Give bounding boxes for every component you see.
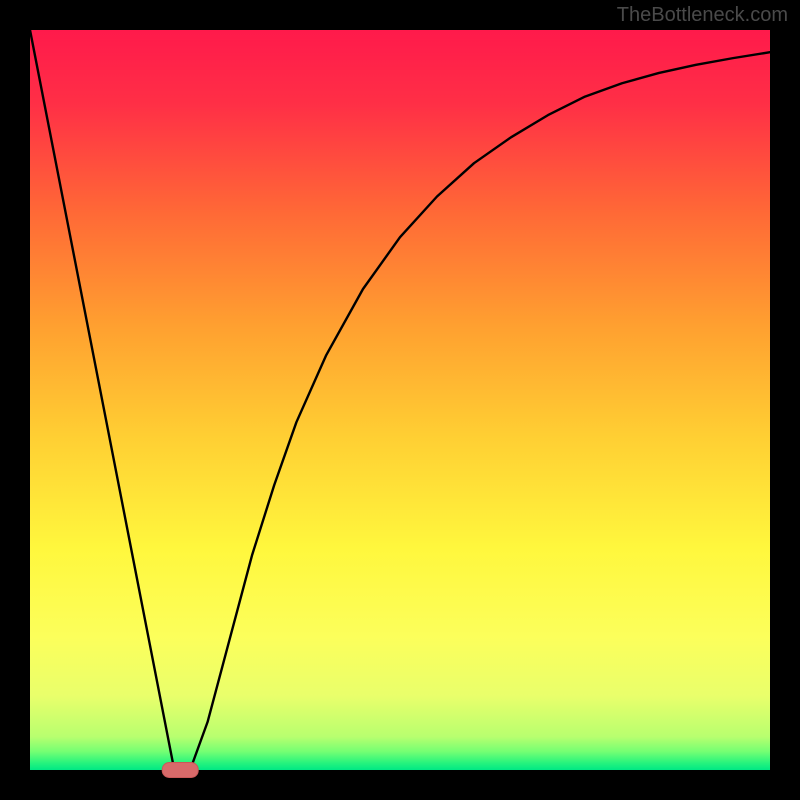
bottleneck-chart-svg: [0, 0, 800, 800]
plot-area: [30, 30, 770, 770]
watermark-label: TheBottleneck.com: [617, 4, 788, 27]
optimal-point-marker: [162, 763, 198, 778]
chart-root: TheBottleneck.com: [0, 0, 800, 800]
